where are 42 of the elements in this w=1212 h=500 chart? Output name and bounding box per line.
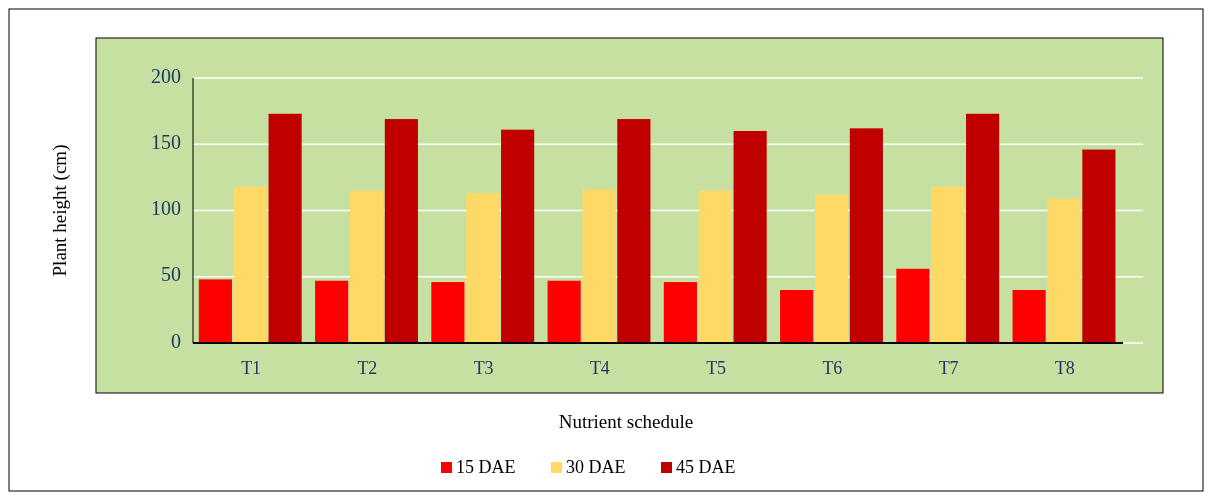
legend-label: 45 DAE bbox=[676, 457, 736, 477]
bar bbox=[849, 128, 883, 343]
y-tick-label: 50 bbox=[161, 263, 181, 286]
bar bbox=[198, 279, 232, 343]
x-tick-label: T1 bbox=[241, 358, 262, 378]
bar bbox=[268, 113, 302, 343]
bar bbox=[698, 190, 732, 343]
x-tick-label: T6 bbox=[822, 358, 843, 378]
y-tick-label: 150 bbox=[151, 130, 181, 153]
bar bbox=[466, 193, 500, 343]
x-tick-label: T8 bbox=[1054, 358, 1075, 378]
bar bbox=[547, 280, 581, 343]
x-axis-title: Nutrient schedule bbox=[558, 411, 694, 432]
bar bbox=[233, 186, 267, 343]
bar bbox=[814, 194, 849, 343]
bar bbox=[1047, 198, 1081, 343]
bar bbox=[349, 190, 384, 343]
bar bbox=[582, 189, 616, 343]
bar bbox=[780, 290, 814, 343]
x-tick-label: T3 bbox=[473, 358, 494, 378]
bar bbox=[733, 131, 767, 343]
y-axis-title: Plant height (cm) bbox=[49, 144, 71, 277]
y-tick-label: 100 bbox=[151, 197, 181, 220]
bar bbox=[931, 186, 965, 343]
legend-label: 30 DAE bbox=[566, 457, 626, 477]
bar bbox=[896, 268, 930, 343]
x-tick-label: T4 bbox=[589, 358, 610, 378]
bar bbox=[501, 129, 535, 343]
x-tick-label: T7 bbox=[938, 358, 959, 378]
legend-label: 15 DAE bbox=[456, 457, 516, 477]
bar bbox=[617, 119, 651, 343]
bar bbox=[663, 282, 697, 343]
bar bbox=[384, 119, 418, 343]
bar bbox=[966, 113, 1000, 343]
x-tick-label: T5 bbox=[706, 358, 727, 378]
y-tick-label: 200 bbox=[151, 64, 181, 87]
y-tick-label: 0 bbox=[171, 329, 181, 352]
bar bbox=[431, 282, 465, 343]
x-tick-label: T2 bbox=[357, 358, 378, 378]
bar bbox=[1012, 290, 1046, 343]
bar bbox=[1082, 149, 1116, 343]
bar bbox=[315, 280, 349, 343]
